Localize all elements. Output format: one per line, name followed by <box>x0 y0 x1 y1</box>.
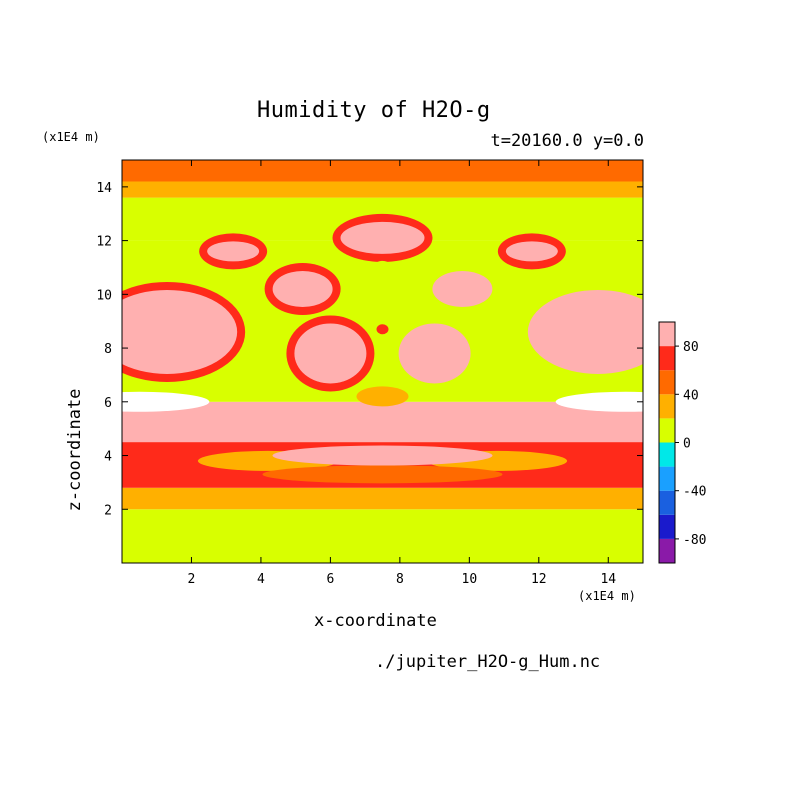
chart-subtitle: t=20160.0 y=0.0 <box>490 131 644 151</box>
colorbar-tick-label: 80 <box>683 340 699 355</box>
field-blob <box>370 260 395 285</box>
x-tick-label: 4 <box>257 572 265 587</box>
x-tick-label: 10 <box>462 572 478 587</box>
x-tick-label: 14 <box>600 572 616 587</box>
field-blob <box>398 323 471 384</box>
field-blob <box>272 270 333 307</box>
field-blob <box>376 324 389 335</box>
y-tick-label: 4 <box>104 450 112 465</box>
field-blob <box>294 323 367 384</box>
chart-title: Humidity of H2O-g <box>257 98 491 123</box>
field-blob <box>207 241 260 262</box>
field-blob <box>340 221 425 254</box>
humidity-field <box>122 160 643 563</box>
field-band <box>122 401 643 443</box>
field-blob <box>432 270 493 307</box>
colorbar-tick-label: -80 <box>683 533 706 548</box>
field-band <box>122 487 643 510</box>
field-blob <box>122 289 238 374</box>
x-axis: 2 4 6 8 10 12 14 <box>188 160 616 587</box>
field-blob <box>272 445 493 466</box>
x-tick-label: 6 <box>326 572 334 587</box>
colorbar-swatch <box>659 394 675 419</box>
field-blob <box>356 386 409 407</box>
plot-frame <box>121 159 644 564</box>
colorbar-swatch <box>659 538 675 563</box>
field-blob <box>555 391 643 412</box>
y-tick-label: 10 <box>96 288 112 303</box>
y-tick-label: 8 <box>104 342 112 357</box>
x-tick-label: 2 <box>188 572 196 587</box>
colorbar-tick-label: 40 <box>683 388 699 403</box>
y-tick-label: 2 <box>104 503 112 518</box>
field-band <box>122 509 643 563</box>
colorbar-tick-label: -40 <box>683 485 706 500</box>
colorbar-swatch <box>659 322 675 347</box>
y-tick-label: 12 <box>96 235 112 250</box>
x-tick-label: 8 <box>396 572 404 587</box>
colorbar-swatch <box>659 370 675 395</box>
colorbar-swatch <box>659 514 675 539</box>
y-axis-unit: (x1E4 m) <box>42 130 100 144</box>
colorbar: 80 40 0 -40 -80 <box>658 321 706 564</box>
colorbar-swatch <box>659 418 675 443</box>
colorbar-swatch <box>659 466 675 491</box>
colorbar-swatch <box>659 346 675 371</box>
field-blob <box>527 289 643 374</box>
colorbar-tick-label: 0 <box>683 437 691 452</box>
field-blob <box>505 241 558 262</box>
field-band <box>122 160 643 182</box>
source-file-label: ./jupiter_H2O-g_Hum.nc <box>375 652 601 672</box>
x-axis-unit: (x1E4 m) <box>578 589 636 603</box>
colorbar-swatch <box>659 442 675 467</box>
colorbar-swatch <box>659 490 675 515</box>
field-band <box>122 181 643 198</box>
x-tick-label: 12 <box>531 572 547 587</box>
y-tick-label: 6 <box>104 396 112 411</box>
y-axis: 2 4 6 8 10 12 14 <box>96 181 643 518</box>
field-blob <box>122 391 210 412</box>
y-tick-label: 14 <box>96 181 112 196</box>
field-blob <box>262 465 503 484</box>
x-axis-label: x-coordinate <box>314 611 437 631</box>
